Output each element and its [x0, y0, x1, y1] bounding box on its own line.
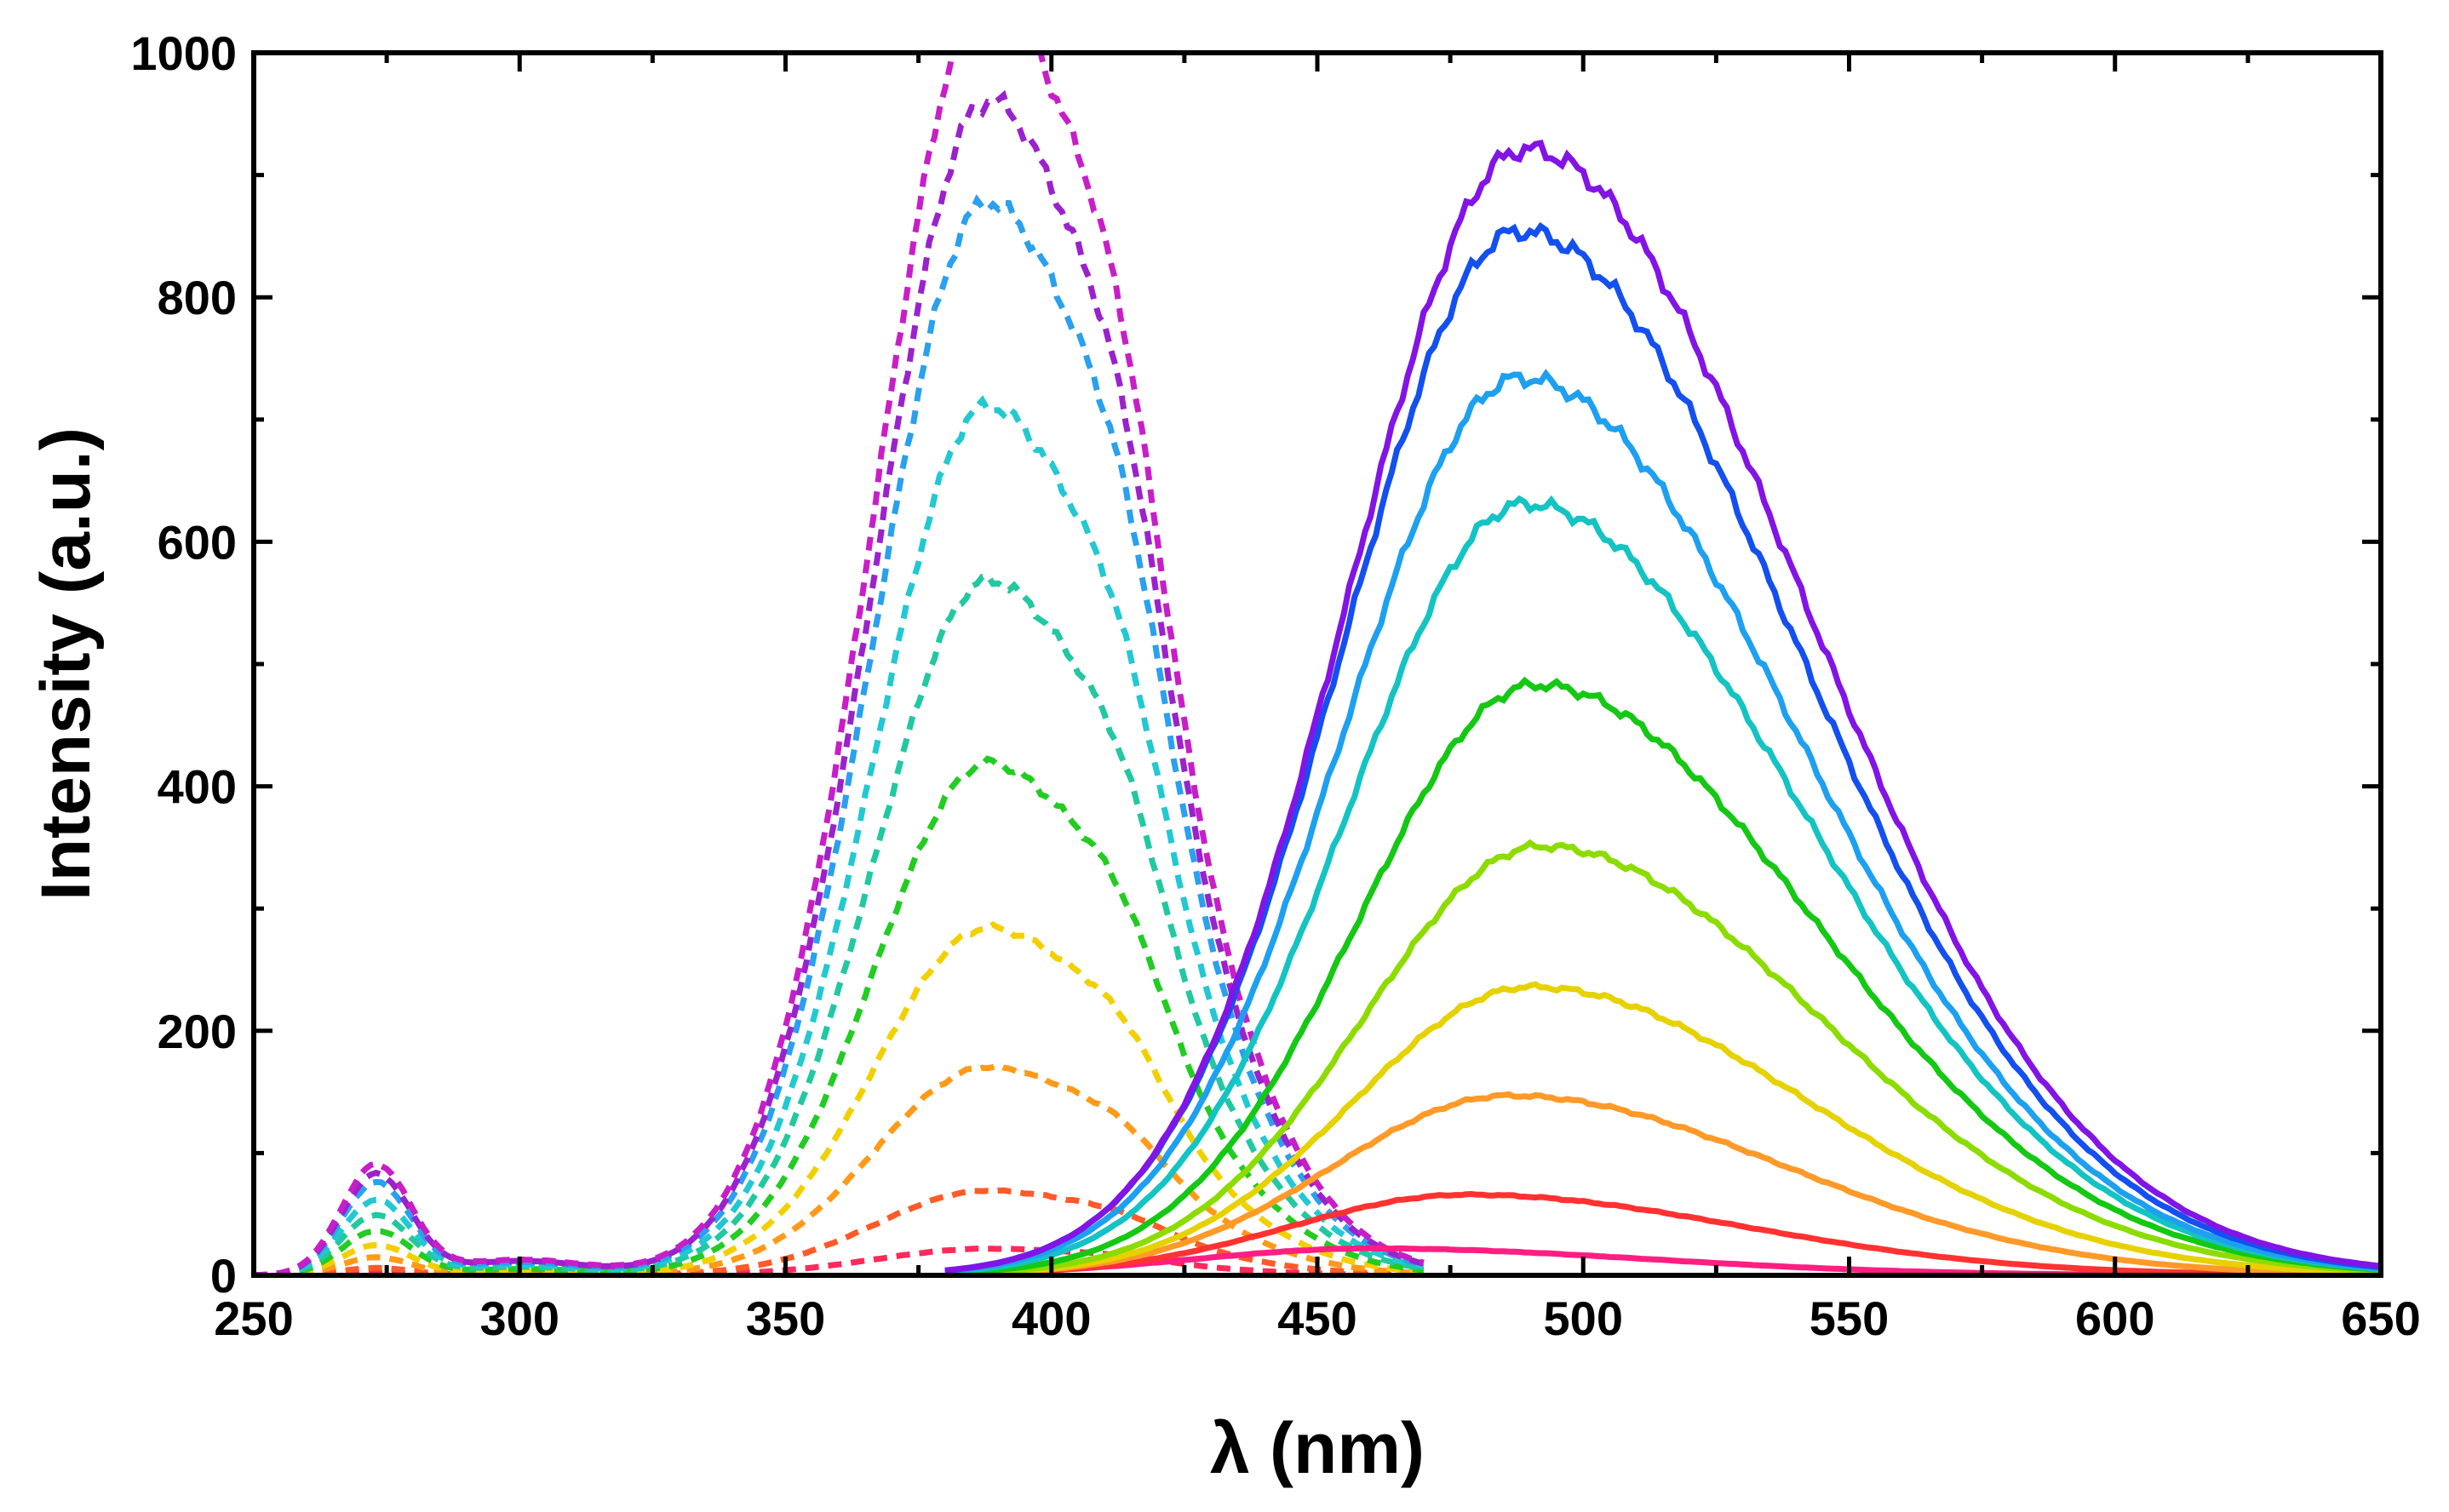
x-tick-label: 450 [1277, 1292, 1356, 1345]
excitation-8-line [254, 194, 1425, 1277]
x-tick-label: 600 [2075, 1292, 2154, 1345]
x-tick-label: 500 [1544, 1292, 1623, 1345]
y-tick-label: 200 [158, 1005, 237, 1058]
y-tick-label: 0 [210, 1249, 237, 1303]
emission-4-line [944, 981, 2381, 1277]
excitation-9-line [254, 89, 1425, 1277]
emission-3-line [944, 1091, 2381, 1277]
emission-7-line [944, 495, 2381, 1275]
y-tick-label: 600 [158, 515, 237, 569]
tick-layer: 250 300 350 400 450 500 550 600 650 0 200 400 600 800… [130, 26, 2420, 1345]
plot-frame [251, 50, 2383, 1278]
emission-6-line [944, 676, 2381, 1277]
excitation-7-line [254, 395, 1425, 1277]
x-tick-label: 300 [480, 1292, 559, 1345]
y-tick-label: 800 [158, 271, 237, 324]
excitation-10-line [254, 51, 1425, 1277]
excitation-6-line [254, 571, 1425, 1277]
emission-2-line [944, 1190, 2381, 1277]
x-tick-label: 250 [214, 1292, 293, 1345]
emission-5-line [944, 839, 2381, 1277]
x-tick-label: 650 [2341, 1292, 2420, 1345]
x-axis-title: λ (nm) [1210, 1408, 1425, 1488]
emission-8-line [944, 369, 2381, 1274]
y-tick-label: 1000 [130, 26, 237, 80]
x-tick-label: 550 [1810, 1292, 1889, 1345]
curve-layer [254, 51, 2381, 1277]
x-tick-label: 350 [746, 1292, 825, 1345]
y-tick-label: 400 [158, 760, 237, 814]
emission-10-line [944, 139, 2381, 1274]
y-axis-title: Intensity (a.u.) [27, 427, 105, 901]
x-tick-label: 400 [1012, 1292, 1091, 1345]
